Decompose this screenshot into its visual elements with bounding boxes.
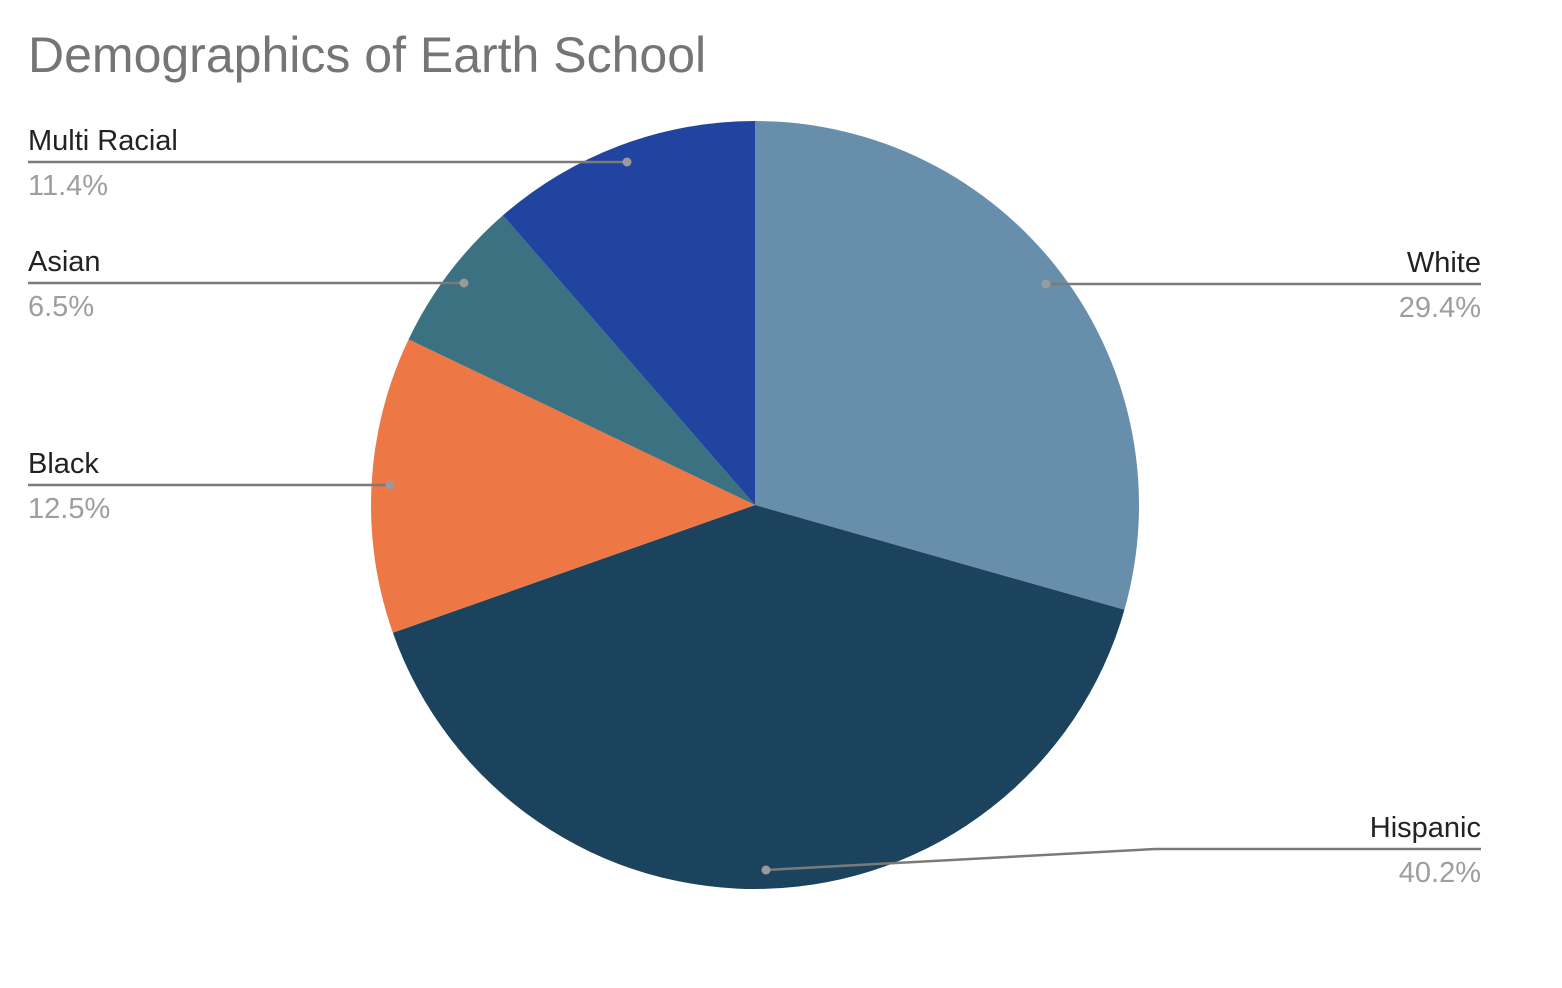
- slice-percent-asian: 6.5%: [28, 291, 94, 323]
- slice-percent-hispanic: 40.2%: [1399, 857, 1481, 889]
- slice-label-white: White: [1407, 247, 1481, 279]
- slice-label-hispanic: Hispanic: [1370, 812, 1481, 844]
- leader-dot-multi-racial: [622, 157, 632, 167]
- leader-dot-white: [1041, 279, 1051, 289]
- pie-slice-asian: [408, 215, 755, 505]
- chart-title: Demographics of Earth School: [28, 27, 707, 83]
- pie-slices: [370, 120, 1140, 890]
- slice-label-asian: Asian: [28, 246, 101, 278]
- pie-slice-black: [370, 339, 755, 633]
- slice-label-black: Black: [28, 448, 99, 480]
- slice-percent-black: 12.5%: [28, 493, 110, 525]
- slice-percent-white: 29.4%: [1399, 292, 1481, 324]
- slice-percent-multi-racial: 11.4%: [28, 170, 108, 202]
- pie-slice-white: [755, 121, 1140, 610]
- pie-slice-hispanic: [392, 505, 1125, 890]
- leader-line-hispanic: [765, 847, 1481, 872]
- leader-dot-black: [385, 480, 395, 490]
- leader-dot-hispanic: [761, 865, 771, 875]
- pie-labels: White 29.4% Hispanic 40.2% Black 12.5% Asian 6.…: [28, 125, 1481, 889]
- leader-dot-asian: [459, 278, 469, 288]
- slice-label-multi-racial: Multi Racial: [28, 125, 178, 157]
- pie-slice-multi-racial: [502, 120, 755, 505]
